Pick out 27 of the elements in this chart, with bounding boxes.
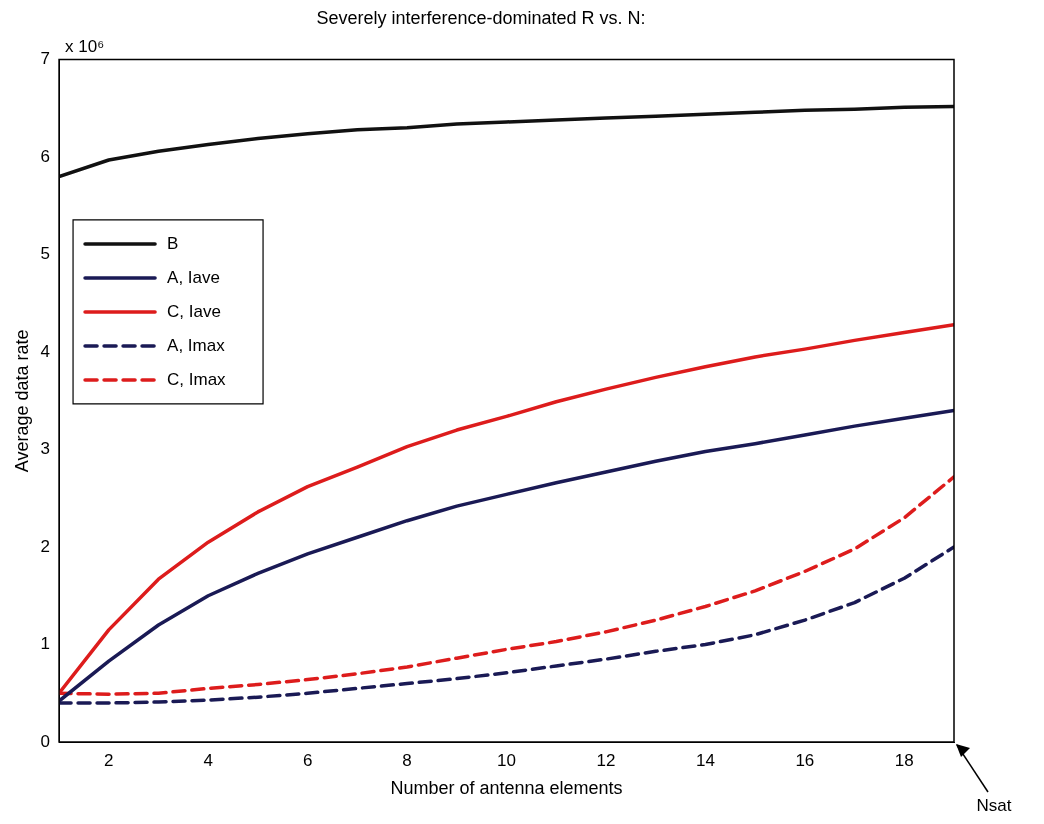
chart-title: Severely interference-dominated R vs. N: [316, 7, 646, 28]
x-tick-label: 6 [302, 750, 313, 770]
y-tick-label: 2 [40, 536, 51, 556]
legend-label: C, Iave [167, 301, 221, 321]
x-tick-label: 12 [596, 750, 616, 770]
legend-label: B [167, 233, 179, 253]
y-tick-label: 3 [40, 439, 51, 459]
y-axis-title: Average data rate [11, 329, 32, 473]
x-axis-title: Number of antenna elements [390, 778, 623, 799]
legend-label: C, Imax [167, 369, 227, 389]
y-tick-label: 0 [40, 731, 51, 751]
legend-label: A, Iave [167, 267, 220, 287]
x-tick-label: 10 [497, 750, 516, 770]
y-tick-label: 5 [40, 244, 51, 264]
x-tick-label: 4 [203, 750, 213, 770]
x-tick-label: 2 [104, 750, 114, 770]
x-tick-label: 8 [402, 750, 412, 770]
text: Nsat [976, 796, 1012, 816]
x-tick-label: 16 [795, 750, 815, 770]
y-tick-label: 7 [40, 49, 51, 69]
y-tick-label: 4 [40, 341, 51, 361]
text: x 10⁶ [65, 36, 105, 56]
y-tick-label: 1 [40, 634, 51, 654]
x-tick-label: 18 [894, 750, 914, 770]
y-tick-label: 6 [40, 146, 51, 166]
legend-label: A, Imax [167, 335, 226, 355]
x-tick-label: 14 [695, 750, 715, 770]
